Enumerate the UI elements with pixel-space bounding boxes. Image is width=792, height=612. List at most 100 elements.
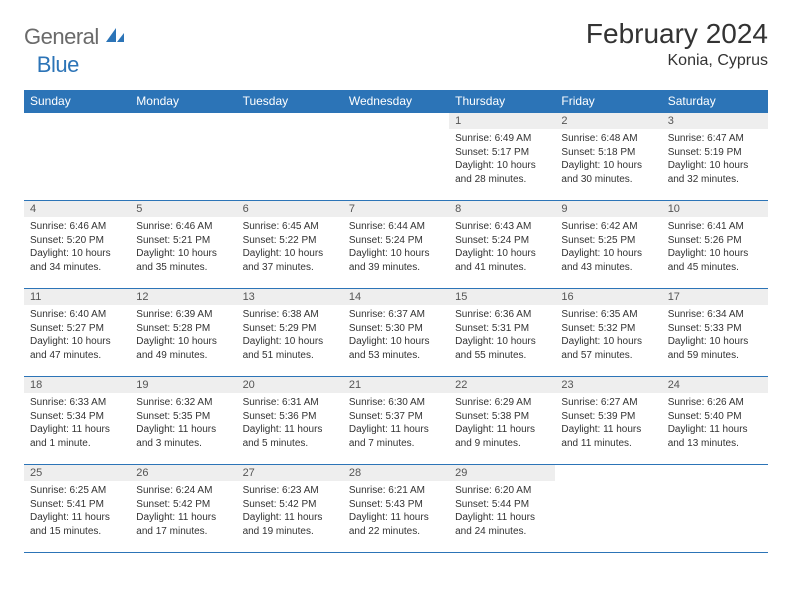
day-number: 4: [24, 201, 130, 217]
day-cell: 22Sunrise: 6:29 AMSunset: 5:38 PMDayligh…: [449, 377, 555, 465]
day-number: 5: [130, 201, 236, 217]
day-info: Sunrise: 6:23 AMSunset: 5:42 PMDaylight:…: [237, 481, 343, 542]
day-cell: 27Sunrise: 6:23 AMSunset: 5:42 PMDayligh…: [237, 465, 343, 553]
day-info: Sunrise: 6:33 AMSunset: 5:34 PMDaylight:…: [24, 393, 130, 454]
day-info: Sunrise: 6:32 AMSunset: 5:35 PMDaylight:…: [130, 393, 236, 454]
day-number: 28: [343, 465, 449, 481]
calendar-row: 18Sunrise: 6:33 AMSunset: 5:34 PMDayligh…: [24, 377, 768, 465]
calendar-row: 1Sunrise: 6:49 AMSunset: 5:17 PMDaylight…: [24, 113, 768, 201]
day-number: 1: [449, 113, 555, 129]
empty-cell: [662, 465, 768, 553]
empty-cell: [555, 465, 661, 553]
day-cell: 26Sunrise: 6:24 AMSunset: 5:42 PMDayligh…: [130, 465, 236, 553]
logo-sail-icon: [104, 26, 126, 49]
day-number: 17: [662, 289, 768, 305]
day-cell: 19Sunrise: 6:32 AMSunset: 5:35 PMDayligh…: [130, 377, 236, 465]
weekday-header: Wednesday: [343, 90, 449, 113]
day-number: 14: [343, 289, 449, 305]
day-number: 20: [237, 377, 343, 393]
day-number: 3: [662, 113, 768, 129]
weekday-header: Friday: [555, 90, 661, 113]
day-number: 11: [24, 289, 130, 305]
day-info: Sunrise: 6:20 AMSunset: 5:44 PMDaylight:…: [449, 481, 555, 542]
day-number: 16: [555, 289, 661, 305]
day-info: Sunrise: 6:47 AMSunset: 5:19 PMDaylight:…: [662, 129, 768, 190]
day-info: Sunrise: 6:46 AMSunset: 5:21 PMDaylight:…: [130, 217, 236, 278]
day-number: 8: [449, 201, 555, 217]
calendar-body: 1Sunrise: 6:49 AMSunset: 5:17 PMDaylight…: [24, 113, 768, 553]
empty-cell: [24, 113, 130, 201]
empty-cell: [130, 113, 236, 201]
day-number: 23: [555, 377, 661, 393]
day-cell: 10Sunrise: 6:41 AMSunset: 5:26 PMDayligh…: [662, 201, 768, 289]
day-cell: 29Sunrise: 6:20 AMSunset: 5:44 PMDayligh…: [449, 465, 555, 553]
day-cell: 7Sunrise: 6:44 AMSunset: 5:24 PMDaylight…: [343, 201, 449, 289]
day-cell: 24Sunrise: 6:26 AMSunset: 5:40 PMDayligh…: [662, 377, 768, 465]
day-info: Sunrise: 6:49 AMSunset: 5:17 PMDaylight:…: [449, 129, 555, 190]
day-cell: 11Sunrise: 6:40 AMSunset: 5:27 PMDayligh…: [24, 289, 130, 377]
page-subtitle: Konia, Cyprus: [586, 52, 768, 70]
day-info: Sunrise: 6:40 AMSunset: 5:27 PMDaylight:…: [24, 305, 130, 366]
day-cell: 21Sunrise: 6:30 AMSunset: 5:37 PMDayligh…: [343, 377, 449, 465]
weekday-header: Tuesday: [237, 90, 343, 113]
day-number: 24: [662, 377, 768, 393]
day-info: Sunrise: 6:27 AMSunset: 5:39 PMDaylight:…: [555, 393, 661, 454]
day-info: Sunrise: 6:25 AMSunset: 5:41 PMDaylight:…: [24, 481, 130, 542]
logo-text-general: General: [24, 24, 99, 50]
day-cell: 14Sunrise: 6:37 AMSunset: 5:30 PMDayligh…: [343, 289, 449, 377]
day-info: Sunrise: 6:30 AMSunset: 5:37 PMDaylight:…: [343, 393, 449, 454]
day-info: Sunrise: 6:21 AMSunset: 5:43 PMDaylight:…: [343, 481, 449, 542]
day-info: Sunrise: 6:39 AMSunset: 5:28 PMDaylight:…: [130, 305, 236, 366]
empty-cell: [237, 113, 343, 201]
day-number: 21: [343, 377, 449, 393]
day-cell: 25Sunrise: 6:25 AMSunset: 5:41 PMDayligh…: [24, 465, 130, 553]
day-number: 9: [555, 201, 661, 217]
logo-text-blue: Blue: [37, 52, 79, 78]
day-cell: 9Sunrise: 6:42 AMSunset: 5:25 PMDaylight…: [555, 201, 661, 289]
calendar-header-row: SundayMondayTuesdayWednesdayThursdayFrid…: [24, 90, 768, 113]
day-number: 26: [130, 465, 236, 481]
day-info: Sunrise: 6:37 AMSunset: 5:30 PMDaylight:…: [343, 305, 449, 366]
day-cell: 13Sunrise: 6:38 AMSunset: 5:29 PMDayligh…: [237, 289, 343, 377]
day-number: 25: [24, 465, 130, 481]
day-info: Sunrise: 6:41 AMSunset: 5:26 PMDaylight:…: [662, 217, 768, 278]
day-cell: 2Sunrise: 6:48 AMSunset: 5:18 PMDaylight…: [555, 113, 661, 201]
calendar-table: SundayMondayTuesdayWednesdayThursdayFrid…: [24, 90, 768, 553]
day-cell: 23Sunrise: 6:27 AMSunset: 5:39 PMDayligh…: [555, 377, 661, 465]
day-number: 19: [130, 377, 236, 393]
day-cell: 17Sunrise: 6:34 AMSunset: 5:33 PMDayligh…: [662, 289, 768, 377]
day-number: 6: [237, 201, 343, 217]
day-info: Sunrise: 6:48 AMSunset: 5:18 PMDaylight:…: [555, 129, 661, 190]
day-cell: 12Sunrise: 6:39 AMSunset: 5:28 PMDayligh…: [130, 289, 236, 377]
day-info: Sunrise: 6:46 AMSunset: 5:20 PMDaylight:…: [24, 217, 130, 278]
day-cell: 20Sunrise: 6:31 AMSunset: 5:36 PMDayligh…: [237, 377, 343, 465]
title-block: February 2024 Konia, Cyprus: [586, 18, 768, 70]
weekday-header: Thursday: [449, 90, 555, 113]
page-title: February 2024: [586, 18, 768, 50]
empty-cell: [343, 113, 449, 201]
day-number: 18: [24, 377, 130, 393]
day-number: 7: [343, 201, 449, 217]
day-cell: 3Sunrise: 6:47 AMSunset: 5:19 PMDaylight…: [662, 113, 768, 201]
day-cell: 8Sunrise: 6:43 AMSunset: 5:24 PMDaylight…: [449, 201, 555, 289]
day-cell: 16Sunrise: 6:35 AMSunset: 5:32 PMDayligh…: [555, 289, 661, 377]
day-cell: 15Sunrise: 6:36 AMSunset: 5:31 PMDayligh…: [449, 289, 555, 377]
day-cell: 6Sunrise: 6:45 AMSunset: 5:22 PMDaylight…: [237, 201, 343, 289]
day-cell: 18Sunrise: 6:33 AMSunset: 5:34 PMDayligh…: [24, 377, 130, 465]
day-number: 22: [449, 377, 555, 393]
day-info: Sunrise: 6:29 AMSunset: 5:38 PMDaylight:…: [449, 393, 555, 454]
logo: General: [24, 18, 128, 50]
calendar-row: 25Sunrise: 6:25 AMSunset: 5:41 PMDayligh…: [24, 465, 768, 553]
day-number: 10: [662, 201, 768, 217]
day-number: 12: [130, 289, 236, 305]
day-number: 15: [449, 289, 555, 305]
weekday-header: Saturday: [662, 90, 768, 113]
day-info: Sunrise: 6:44 AMSunset: 5:24 PMDaylight:…: [343, 217, 449, 278]
day-number: 13: [237, 289, 343, 305]
day-number: 29: [449, 465, 555, 481]
day-number: 2: [555, 113, 661, 129]
calendar-row: 4Sunrise: 6:46 AMSunset: 5:20 PMDaylight…: [24, 201, 768, 289]
day-info: Sunrise: 6:38 AMSunset: 5:29 PMDaylight:…: [237, 305, 343, 366]
day-cell: 1Sunrise: 6:49 AMSunset: 5:17 PMDaylight…: [449, 113, 555, 201]
day-info: Sunrise: 6:45 AMSunset: 5:22 PMDaylight:…: [237, 217, 343, 278]
